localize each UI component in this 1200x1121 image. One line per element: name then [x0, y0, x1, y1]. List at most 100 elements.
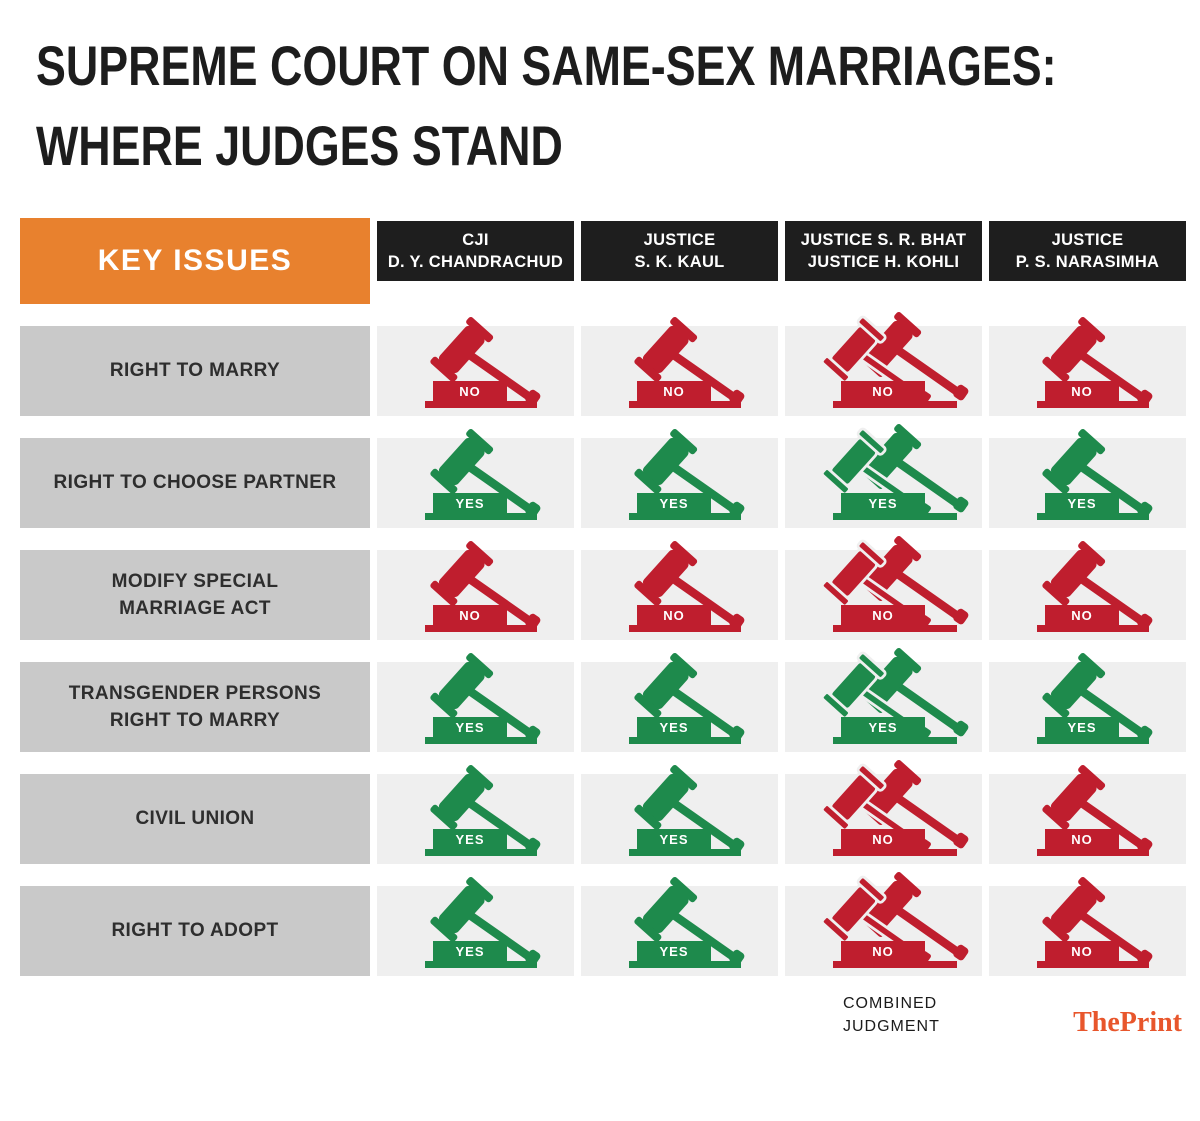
issue-label: RIGHT TO MARRY — [20, 326, 370, 417]
verdict-cell: NO — [785, 872, 982, 977]
issue-label: RIGHT TO ADOPT — [20, 886, 370, 977]
gavel-sound-block — [833, 849, 957, 857]
verdict-plaque: YES — [433, 829, 507, 850]
verdict-plaque: YES — [433, 941, 507, 962]
verdict-cell: NO — [989, 541, 1186, 641]
verdict-plaque: YES — [637, 717, 711, 738]
verdict-label: NO — [1071, 831, 1093, 847]
verdict-plaque: NO — [841, 829, 925, 850]
gavel-sound-block — [425, 737, 537, 745]
gavel-icon — [1042, 541, 1153, 630]
judge-name: S. K. KAUL — [634, 253, 725, 272]
verdict-cell: NO — [785, 760, 982, 865]
table-body: RIGHT TO MARRY NO NO NO NO RIGHT TO CHOOSE PA… — [20, 312, 1186, 977]
gavel-icon — [1042, 317, 1153, 406]
verdict-plaque: YES — [433, 493, 507, 514]
gavel-sound-block — [629, 737, 741, 745]
verdict-label: NO — [1071, 383, 1093, 399]
verdict-label: YES — [868, 719, 898, 735]
gavel-sound-block — [1037, 513, 1149, 521]
verdict-plaque: NO — [637, 605, 711, 626]
verdict-cell: NO — [989, 765, 1186, 865]
verdict-plaque: YES — [637, 493, 711, 514]
verdict-plaque: NO — [1045, 381, 1119, 402]
gavel-icon — [1042, 653, 1153, 742]
judge-name: JUSTICE H. KOHLI — [807, 253, 960, 272]
verdict-label: YES — [659, 495, 689, 511]
note-line-1: COMBINED — [843, 995, 938, 1013]
verdict-label: NO — [872, 383, 894, 399]
gavel-icon — [858, 536, 969, 625]
gavel-icon — [858, 312, 969, 401]
verdict-plaque: YES — [1045, 717, 1119, 738]
verdict-cell: YES — [785, 648, 982, 753]
verdict-label: YES — [659, 719, 689, 735]
verdict-label: YES — [455, 943, 485, 959]
verdict-cell: YES — [377, 429, 574, 529]
gavel-icon — [634, 877, 745, 966]
judge-title: JUSTICE — [643, 230, 716, 249]
issue-label: RIGHT TO CHOOSE PARTNER — [20, 438, 370, 529]
verdict-cell: NO — [581, 317, 778, 417]
note-line-2: JUDGMENT — [843, 1018, 940, 1036]
verdict-plaque: NO — [1045, 605, 1119, 626]
table-footer: COMBINED JUDGMENT ThePrint — [20, 992, 1186, 1038]
gavel-icon — [634, 429, 745, 518]
verdict-plaque: NO — [637, 381, 711, 402]
gavel-sound-block — [1037, 849, 1149, 857]
verdict-plaque: YES — [841, 493, 925, 514]
gavel-icon — [1042, 877, 1153, 966]
verdict-cell: YES — [581, 653, 778, 753]
gavel-icon — [820, 539, 934, 631]
gavel-sound-block — [1037, 625, 1149, 633]
gavel-sound-block — [1037, 401, 1149, 409]
verdict-cell: YES — [785, 424, 982, 529]
gavel-sound-block — [1037, 737, 1149, 745]
table-header-row: KEY ISSUES CJI D. Y. CHANDRACHUD JUSTICE S.… — [20, 218, 1186, 305]
verdict-label: YES — [1067, 719, 1097, 735]
gavel-sound-block — [629, 625, 741, 633]
gavel-sound-block — [833, 625, 957, 633]
table-row: RIGHT TO CHOOSE PARTNER YES YES YES YES — [20, 424, 1186, 529]
verdict-plaque: NO — [841, 381, 925, 402]
gavel-sound-block — [1037, 961, 1149, 969]
title-line-2: WHERE JUDGES STAND — [36, 114, 563, 178]
verdict-label: YES — [455, 719, 485, 735]
gavel-sound-block — [425, 849, 537, 857]
verdict-plaque: YES — [1045, 493, 1119, 514]
verdict-cell: YES — [581, 429, 778, 529]
gavel-sound-block — [425, 625, 537, 633]
gavel-icon — [1042, 765, 1153, 854]
table-row: RIGHT TO MARRY NO NO NO NO — [20, 312, 1186, 417]
verdict-plaque: YES — [637, 941, 711, 962]
verdict-cell: NO — [989, 317, 1186, 417]
verdict-cell: NO — [377, 541, 574, 641]
column-header: JUSTICE S. K. KAUL — [581, 221, 778, 282]
gavel-icon — [634, 653, 745, 742]
verdict-plaque: YES — [637, 829, 711, 850]
gavel-sound-block — [425, 513, 537, 521]
gavel-sound-block — [833, 737, 957, 745]
judge-title: JUSTICE — [1051, 230, 1124, 249]
verdict-cell: YES — [989, 429, 1186, 529]
verdict-plaque: NO — [433, 605, 507, 626]
gavel-icon — [634, 541, 745, 630]
judge-title: CJI — [462, 230, 489, 249]
issue-label: MODIFY SPECIAL MARRIAGE ACT — [20, 550, 370, 641]
key-issues-header: KEY ISSUES — [20, 218, 370, 305]
verdict-cell: NO — [785, 312, 982, 417]
verdict-label: YES — [659, 943, 689, 959]
verdict-cell: YES — [377, 765, 574, 865]
verdict-cell: YES — [581, 877, 778, 977]
verdict-cell: NO — [785, 536, 982, 641]
verdict-label: NO — [663, 607, 685, 623]
gavel-sound-block — [425, 961, 537, 969]
verdict-plaque: NO — [841, 605, 925, 626]
gavel-sound-block — [833, 401, 957, 409]
verdict-cell: NO — [581, 541, 778, 641]
gavel-icon — [1042, 429, 1153, 518]
title-line-1: SUPREME COURT ON SAME-SEX MARRIAGES: — [36, 34, 1057, 97]
table-row: CIVIL UNION YES YES NO NO — [20, 760, 1186, 865]
gavel-sound-block — [629, 401, 741, 409]
judge-name: D. Y. CHANDRACHUD — [387, 253, 564, 272]
